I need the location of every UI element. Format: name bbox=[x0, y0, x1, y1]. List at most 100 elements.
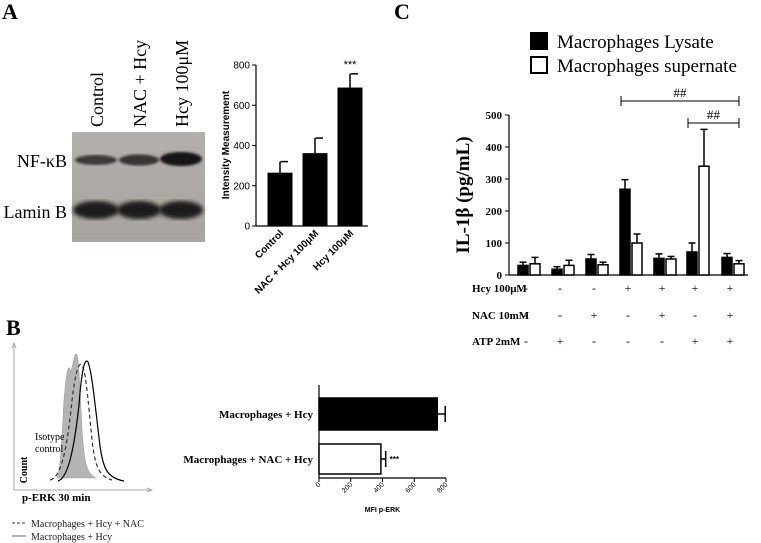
chart-a-ytick-label: 400 bbox=[233, 141, 250, 152]
chart-c-condition-sign: - bbox=[592, 334, 596, 348]
chart-c-condition-sign: + bbox=[659, 308, 666, 322]
flow-isotype-area bbox=[56, 353, 97, 479]
chart-a-ytick-label: 200 bbox=[233, 181, 250, 192]
chart-c-ytick-label: 200 bbox=[486, 206, 503, 218]
chart-c-condition-sign: - bbox=[524, 281, 528, 295]
blot-row-label: NF-κB bbox=[17, 151, 67, 171]
chart-c-bar bbox=[619, 188, 631, 276]
flow-isotype-label: control bbox=[35, 444, 64, 455]
chart-c-bar bbox=[698, 165, 710, 276]
panel-label-c: C bbox=[394, 0, 410, 24]
chart-a-bar bbox=[267, 172, 293, 226]
chart-c-legend-label: Macrophages Lysate bbox=[557, 32, 714, 53]
chart-c-ytick-label: 500 bbox=[486, 110, 503, 122]
chart-b-bar bbox=[318, 397, 439, 431]
panel-label-b: B bbox=[6, 315, 21, 340]
chart-c-condition-sign: - bbox=[558, 308, 562, 322]
blot-band-nfkb-hcy bbox=[160, 152, 202, 166]
chart-c-legend-swatch bbox=[530, 56, 548, 74]
chart-a-significance: *** bbox=[344, 59, 358, 71]
chart-c-bar bbox=[665, 258, 677, 276]
chart-b-xtick-label: 0 bbox=[315, 481, 323, 489]
chart-a-bar bbox=[337, 87, 363, 226]
flow-ylabel: Count bbox=[19, 456, 30, 483]
chart-c-condition-sign: + bbox=[659, 281, 666, 295]
chart-b-xtick-label: 600 bbox=[404, 481, 417, 494]
panel-label-a: A bbox=[2, 0, 18, 24]
chart-c-condition-sign: - bbox=[558, 281, 562, 295]
chart-b-xtick-label: 400 bbox=[373, 481, 386, 494]
flow-legend-hcy: Macrophages + Hcy bbox=[31, 532, 112, 543]
chart-b-xtick-label: 800 bbox=[436, 481, 449, 494]
chart-b-mfi: 0 200 400 600 800 MFI p-ERK Macrophages + Hcy M… bbox=[183, 385, 449, 514]
chart-c-legend-swatch bbox=[530, 32, 548, 50]
chart-c-condition-sign: + bbox=[625, 281, 632, 295]
blot-lane-label: Hcy 100μM bbox=[172, 40, 192, 127]
chart-c-bar bbox=[517, 264, 529, 276]
chart-c-condition-sign: - bbox=[592, 281, 596, 295]
chart-c-bar bbox=[551, 268, 563, 276]
chart-a-ylabel: Intensity Measurement bbox=[221, 90, 232, 199]
blot-row-label: Lamin B bbox=[4, 202, 68, 222]
chart-a-intensity: Intensity Measurement 0 200 400 600 800 Contr… bbox=[221, 59, 368, 296]
chart-c-condition-sign: + bbox=[557, 334, 564, 348]
blot-lane-label: NAC + Hcy bbox=[130, 40, 150, 127]
chart-a-category-label: NAC + Hcy 100μM bbox=[253, 228, 321, 296]
flow-histogram: Isotype control Count p-ERK 30 min Macro… bbox=[11, 341, 154, 543]
blot-band-nfkb-control bbox=[75, 155, 117, 165]
chart-c-condition-sign: + bbox=[727, 334, 734, 348]
flow-hcy-curve bbox=[57, 360, 125, 482]
chart-c-bar bbox=[631, 242, 643, 276]
flow-nac-curve bbox=[49, 363, 113, 481]
chart-c-condition-sign: - bbox=[693, 308, 697, 322]
chart-a-ytick-label: 0 bbox=[244, 222, 250, 233]
chart-c-bar bbox=[563, 264, 575, 276]
chart-c-condition-label: NAC 10mM bbox=[472, 310, 530, 322]
chart-c-bar bbox=[597, 264, 609, 276]
blot-lane-label: Control bbox=[87, 72, 107, 127]
chart-b-bar bbox=[318, 443, 382, 475]
blot-band-laminb-hcy bbox=[159, 201, 203, 219]
flow-legend-nac: Macrophages + Hcy + NAC bbox=[31, 519, 144, 530]
blot-membrane bbox=[72, 132, 205, 242]
chart-c-condition-sign: - bbox=[524, 334, 528, 348]
chart-c-ytick-label: 0 bbox=[497, 270, 503, 282]
chart-b-significance: *** bbox=[390, 455, 400, 464]
chart-a-bar bbox=[302, 153, 328, 226]
chart-c-condition-sign: + bbox=[727, 281, 734, 295]
chart-c-condition-sign: + bbox=[692, 281, 699, 295]
flow-y-arrow-icon bbox=[11, 341, 17, 349]
western-blot: Control NAC + Hcy Hcy 100μM NF-κB Lamin … bbox=[4, 40, 205, 242]
blot-band-laminb-nac bbox=[117, 201, 161, 219]
chart-b-xlabel: MFI p-ERK bbox=[365, 507, 400, 514]
chart-c-condition-sign: + bbox=[727, 308, 734, 322]
chart-c-bracket-label: ## bbox=[707, 107, 721, 122]
blot-band-nfkb-nac bbox=[119, 154, 159, 166]
chart-c-ylabel: IL-1β (pg/mL) bbox=[453, 136, 474, 253]
chart-c-bar bbox=[721, 256, 733, 276]
chart-c-bar bbox=[529, 263, 541, 276]
chart-c-legend-label: Macrophages supernate bbox=[557, 56, 737, 77]
chart-c-ytick-label: 400 bbox=[486, 142, 503, 154]
chart-c-condition-sign: - bbox=[626, 308, 630, 322]
blot-band-laminb-control bbox=[73, 201, 119, 219]
flow-axes bbox=[13, 345, 150, 491]
chart-c-bar bbox=[653, 257, 665, 276]
chart-c-condition-sign: + bbox=[692, 334, 699, 348]
chart-a-category-label: Control bbox=[253, 228, 286, 261]
chart-c-condition-sign: - bbox=[524, 308, 528, 322]
chart-c-bar bbox=[733, 263, 745, 276]
flow-isotype-label: Isotype bbox=[35, 432, 65, 443]
chart-c-ytick-label: 300 bbox=[486, 174, 503, 186]
chart-a-ytick-label: 800 bbox=[233, 61, 250, 72]
chart-c-il1b: IL-1β (pg/mL) 0 100 200 300 400 500 ## ## Hcy 10… bbox=[453, 32, 748, 348]
chart-c-bar bbox=[686, 251, 698, 276]
chart-c-condition-sign: + bbox=[591, 308, 598, 322]
chart-c-bar bbox=[585, 258, 597, 276]
chart-c-condition-label: ATP 2mM bbox=[472, 336, 521, 348]
flow-x-arrow-icon bbox=[146, 487, 154, 493]
chart-b-category-label: Macrophages + NAC + Hcy bbox=[183, 454, 313, 466]
chart-b-xtick-label: 200 bbox=[341, 481, 354, 494]
chart-c-condition-sign: - bbox=[660, 334, 664, 348]
chart-c-condition-sign: - bbox=[626, 334, 630, 348]
